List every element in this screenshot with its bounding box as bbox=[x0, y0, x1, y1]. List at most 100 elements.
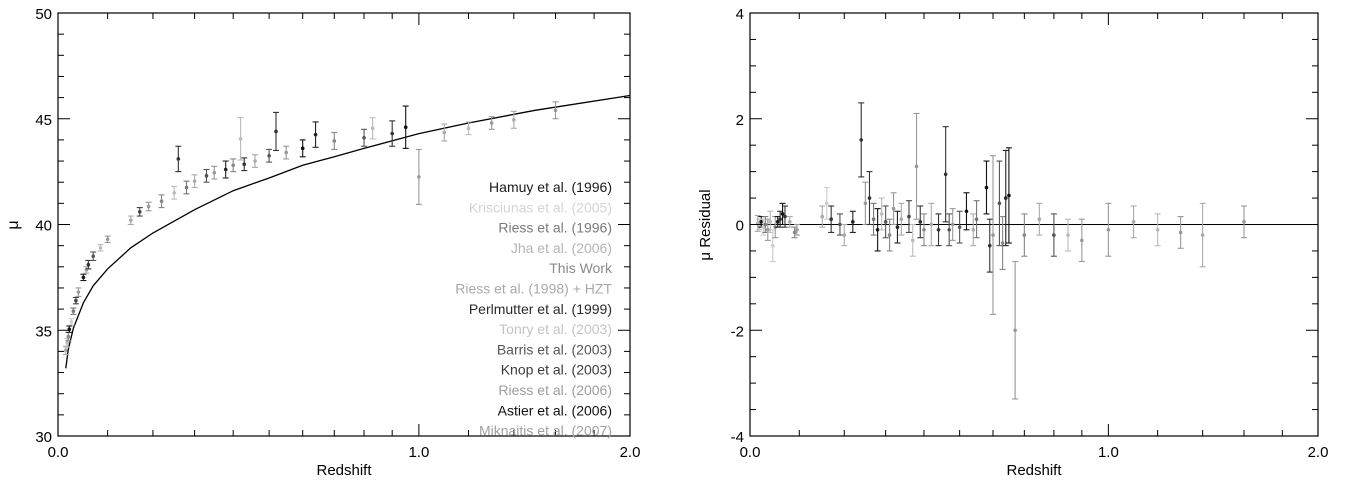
data-point bbox=[989, 155, 996, 315]
y-tick-label: -2 bbox=[731, 323, 744, 340]
y-tick-label: 50 bbox=[35, 6, 52, 23]
point-marker bbox=[242, 162, 247, 167]
point-marker bbox=[204, 174, 209, 178]
point-marker bbox=[76, 290, 81, 294]
data-point bbox=[273, 111, 280, 152]
y-tick-label: 45 bbox=[35, 112, 52, 129]
data-point bbox=[127, 215, 134, 226]
data-point bbox=[158, 194, 165, 209]
point-marker bbox=[137, 210, 142, 214]
data-point bbox=[764, 218, 771, 241]
point-marker bbox=[824, 201, 829, 206]
data-point bbox=[175, 145, 182, 173]
point-marker bbox=[417, 175, 421, 179]
data-point bbox=[104, 235, 111, 244]
hubble-x-axis-label: Redshift bbox=[316, 462, 372, 479]
point-marker bbox=[253, 159, 257, 163]
data-point bbox=[767, 210, 774, 233]
point-marker bbox=[792, 230, 797, 235]
point-marker bbox=[223, 167, 228, 172]
point-marker bbox=[891, 206, 896, 211]
point-marker bbox=[128, 218, 133, 223]
x-tick-label: 1.0 bbox=[1098, 444, 1119, 461]
point-marker bbox=[74, 298, 78, 303]
point-marker bbox=[883, 220, 888, 224]
data-point bbox=[1050, 213, 1057, 257]
data-point bbox=[894, 210, 901, 244]
data-point bbox=[90, 251, 97, 262]
point-marker bbox=[987, 243, 992, 248]
point-marker bbox=[1007, 193, 1011, 198]
data-point bbox=[781, 205, 788, 228]
y-tick-label: 0 bbox=[736, 218, 744, 235]
point-marker bbox=[553, 108, 558, 113]
point-marker bbox=[71, 309, 76, 314]
point-marker bbox=[1080, 238, 1084, 243]
point-marker bbox=[871, 217, 876, 222]
data-point bbox=[882, 205, 889, 239]
data-point bbox=[920, 213, 927, 247]
data-point bbox=[1005, 147, 1012, 244]
point-marker bbox=[914, 164, 919, 169]
data-point bbox=[866, 171, 873, 226]
point-marker bbox=[929, 222, 934, 227]
data-point bbox=[402, 105, 409, 149]
x-tick-label: 0.0 bbox=[740, 444, 761, 461]
legend-entry: Riess et al. (2006) bbox=[498, 382, 612, 398]
point-marker bbox=[971, 227, 976, 232]
data-point bbox=[849, 210, 856, 233]
point-marker bbox=[69, 319, 74, 324]
data-point bbox=[786, 216, 793, 228]
point-marker bbox=[466, 126, 471, 131]
point-marker bbox=[761, 225, 766, 229]
data-point bbox=[946, 213, 953, 247]
data-point bbox=[369, 117, 376, 140]
point-marker bbox=[957, 225, 962, 229]
point-marker bbox=[783, 214, 787, 219]
data-point bbox=[70, 307, 77, 315]
point-marker bbox=[512, 118, 516, 122]
data-point bbox=[999, 216, 1006, 270]
residual-data-points bbox=[754, 102, 1248, 400]
point-marker bbox=[66, 334, 71, 339]
data-point bbox=[949, 208, 956, 241]
point-marker bbox=[895, 225, 900, 229]
data-point bbox=[66, 325, 73, 333]
x-tick-label: 2.0 bbox=[620, 444, 641, 461]
residual-x-axis-label: Redshift bbox=[1006, 462, 1062, 479]
point-marker bbox=[192, 179, 197, 183]
data-point bbox=[252, 154, 259, 168]
residual-y-axis-label: μ Residual bbox=[697, 189, 714, 260]
point-marker bbox=[1131, 220, 1136, 224]
data-point bbox=[230, 158, 237, 173]
data-point bbox=[1130, 205, 1137, 239]
hubble-y-tick-labels: 30 35 40 45 50 bbox=[35, 6, 52, 446]
point-marker bbox=[1000, 241, 1005, 245]
data-point bbox=[1241, 205, 1248, 239]
data-point bbox=[886, 218, 893, 252]
data-point bbox=[441, 123, 448, 142]
point-marker bbox=[146, 204, 151, 209]
data-point bbox=[898, 202, 905, 236]
point-marker bbox=[943, 172, 948, 177]
legend-entry: Riess et al. (1998) + HZT bbox=[455, 281, 612, 297]
data-point bbox=[913, 112, 920, 220]
data-point bbox=[80, 273, 87, 282]
residual-y-tick-labels: -4 -2 0 2 4 bbox=[731, 6, 744, 446]
point-marker bbox=[332, 139, 337, 143]
hubble-data-points bbox=[62, 101, 559, 356]
point-marker bbox=[991, 233, 995, 237]
point-marker bbox=[1106, 227, 1111, 232]
data-point bbox=[389, 120, 396, 147]
point-marker bbox=[795, 227, 799, 232]
point-marker bbox=[1022, 233, 1027, 237]
data-point bbox=[266, 148, 273, 163]
point-marker bbox=[172, 190, 176, 195]
survey-legend: Hamuy et al. (1996) Krisciunas et al. (20… bbox=[455, 179, 613, 439]
point-marker bbox=[851, 220, 855, 224]
point-marker bbox=[91, 254, 96, 259]
point-marker bbox=[274, 129, 278, 134]
model-curve bbox=[65, 94, 631, 369]
data-point bbox=[1021, 213, 1028, 257]
data-point bbox=[963, 192, 970, 231]
